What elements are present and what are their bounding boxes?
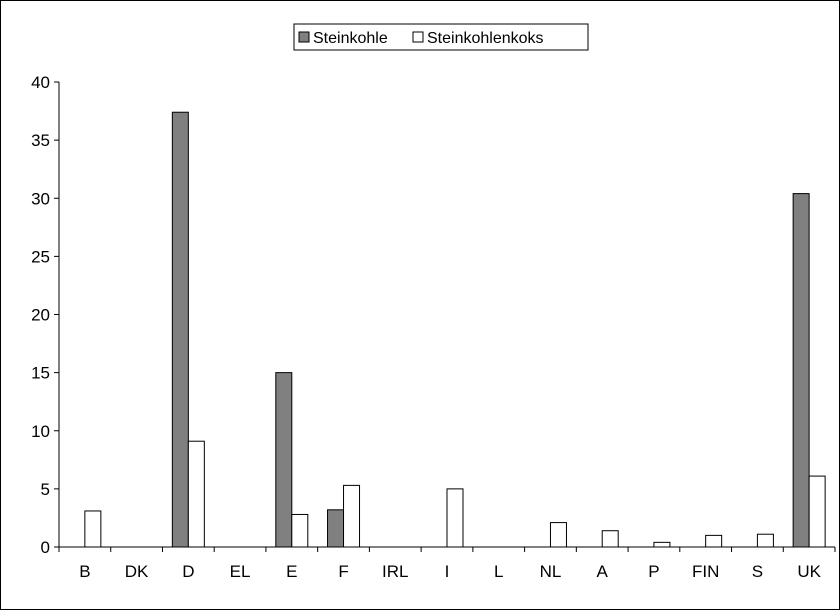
bar-steinkohle-uk [792, 193, 810, 548]
y-tick-label: 15 [31, 364, 50, 383]
bar-steinkohlenkoks-uk [808, 475, 826, 548]
bar-steinkohlenkoks-s [756, 533, 774, 548]
y-tick-label: 20 [31, 306, 50, 325]
y-tick-label: 5 [41, 480, 50, 499]
x-tick-label: A [597, 562, 609, 581]
x-tick-label: S [752, 562, 763, 581]
bar-steinkohlenkoks-a [601, 530, 619, 548]
y-tick-label: 25 [31, 247, 50, 266]
bar-steinkohlenkoks-i [446, 488, 464, 548]
legend-label-steinkohlenkoks: Steinkohlenkoks [427, 30, 544, 47]
x-tick-label: D [182, 562, 194, 581]
y-axis: 0 5 10 15 20 25 30 35 40 [31, 73, 60, 557]
legend-box [293, 23, 589, 51]
bars [84, 111, 826, 548]
x-tick-label: P [648, 562, 659, 581]
legend-swatch-steinkohle [298, 31, 310, 43]
bar-steinkohlenkoks-fin [705, 534, 723, 548]
x-tick-label: DK [125, 562, 149, 581]
x-tick-label: IRL [382, 562, 408, 581]
x-tick-label: L [494, 562, 503, 581]
bar-steinkohlenkoks-d [187, 440, 205, 548]
legend-label-steinkohle: Steinkohle [313, 30, 388, 47]
x-tick-label: UK [797, 562, 821, 581]
x-tick-label: EL [230, 562, 251, 581]
y-tick-label: 10 [31, 422, 50, 441]
y-tick-label: 30 [31, 189, 50, 208]
x-tick-label: B [79, 562, 90, 581]
x-tick-label: E [286, 562, 297, 581]
legend-swatch-steinkohlenkoks [412, 31, 424, 43]
bar-steinkohlenkoks-p [653, 541, 671, 548]
bar-steinkohle-f [327, 509, 345, 548]
x-tick-label: I [445, 562, 450, 581]
x-axis: B DK D EL E F IRL I L NL A P FIN S UK [58, 546, 836, 581]
x-tick-label: NL [540, 562, 562, 581]
x-tick-label: FIN [692, 562, 719, 581]
bar-steinkohle-e [275, 372, 293, 548]
bar-steinkohlenkoks-nl [549, 522, 567, 548]
bar-steinkohlenkoks-b [84, 510, 102, 548]
bar-steinkohlenkoks-f [343, 484, 361, 548]
y-tick-label: 35 [31, 131, 50, 150]
y-tick-label: 0 [41, 538, 50, 557]
y-tick-label: 40 [31, 73, 50, 92]
legend: Steinkohle Steinkohlenkoks [293, 23, 589, 51]
bar-steinkohle-d [171, 111, 189, 548]
x-tick-label: F [338, 562, 348, 581]
bar-steinkohlenkoks-e [291, 513, 309, 548]
